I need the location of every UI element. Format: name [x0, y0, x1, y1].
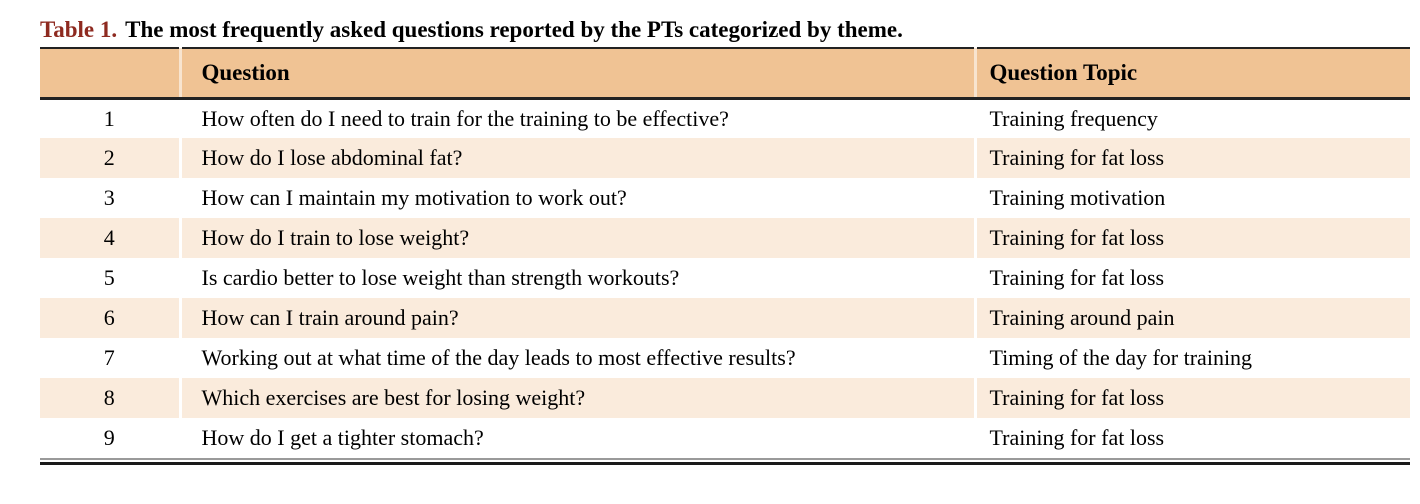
bottom-rule-dark: [40, 462, 1410, 466]
header-row: Question Question Topic: [40, 48, 1410, 100]
row-question-cell: How do I train to lose weight?: [178, 218, 975, 259]
table-row: 4 How do I train to lose weight? Training …: [40, 218, 1410, 259]
row-question-cell: Working out at what time of the day lead…: [178, 338, 975, 379]
row-number-cell: 8: [103, 385, 115, 411]
table-row: 2 How do I lose abdominal fat? Training fo…: [40, 138, 1410, 179]
table-row: 6 How can I train around pain? Training ar…: [40, 298, 1410, 339]
table-caption-text: The most frequently asked questions repo…: [125, 17, 903, 42]
row-question-cell: How do I lose abdominal fat?: [178, 138, 975, 179]
table-caption: Table 1. The most frequently asked questi…: [40, 14, 1410, 45]
row-question-cell: Which exercises are best for losing weig…: [178, 378, 975, 419]
table-caption-label: Table 1.: [40, 17, 118, 42]
faq-table: Question Question Topic 1 How often do I …: [40, 47, 1410, 459]
row-number-cell: 5: [103, 265, 115, 291]
row-number-cell: 3: [103, 185, 115, 211]
row-question-cell: Is cardio better to lose weight than str…: [178, 258, 975, 299]
table-body: 1 How often do I need to train for the tr…: [40, 98, 1410, 459]
table-header: Question Question Topic: [40, 48, 1410, 100]
row-number-cell: 7: [103, 345, 115, 371]
row-question-cell: How do I get a tighter stomach?: [178, 418, 975, 459]
row-topic-cell: Training for fat loss: [973, 418, 1410, 459]
header-cell-number: [40, 48, 180, 100]
row-topic-cell: Training for fat loss: [973, 258, 1410, 299]
table-row: 8 Which exercises are best for losing wei…: [40, 378, 1410, 419]
row-topic-cell: Training for fat loss: [973, 218, 1410, 259]
row-topic-cell: Training for fat loss: [973, 378, 1410, 419]
row-number-cell: 4: [103, 225, 115, 251]
row-topic-cell: Timing of the day for training: [973, 338, 1410, 379]
row-question-cell: How can I train around pain?: [178, 298, 975, 339]
header-cell-question: Question: [178, 48, 975, 100]
table-row: 1 How often do I need to train for the tr…: [40, 98, 1410, 139]
table-row: 9 How do I get a tighter stomach? Training…: [40, 418, 1410, 459]
row-number-cell: 2: [103, 145, 115, 171]
row-question-cell: How can I maintain my motivation to work…: [178, 178, 975, 219]
table-row: 7 Working out at what time of the day lea…: [40, 338, 1410, 379]
row-topic-cell: Training frequency: [973, 98, 1410, 139]
row-topic-cell: Training motivation: [973, 178, 1410, 219]
row-number-cell: 9: [103, 425, 115, 451]
table-row: 3 How can I maintain my motivation to wor…: [40, 178, 1410, 219]
bottom-rule-gray: [40, 458, 1410, 461]
row-number-cell: 6: [103, 305, 115, 331]
header-cell-topic: Question Topic: [973, 48, 1410, 100]
row-question-cell: How often do I need to train for the tra…: [178, 98, 975, 139]
table-row: 5 Is cardio better to lose weight than st…: [40, 258, 1410, 299]
row-number-cell: 1: [103, 105, 115, 131]
row-topic-cell: Training around pain: [973, 298, 1410, 339]
row-topic-cell: Training for fat loss: [973, 138, 1410, 179]
